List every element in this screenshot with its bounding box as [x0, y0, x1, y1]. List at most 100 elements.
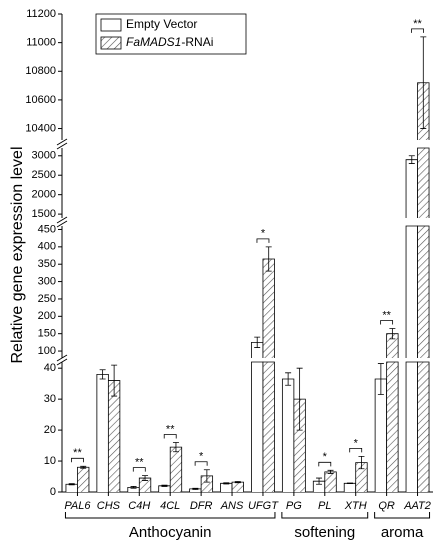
y-tick-label: 20	[44, 424, 56, 436]
group-label: Anthocyanin	[129, 524, 212, 541]
error-bar	[99, 369, 106, 380]
error-bar	[161, 484, 168, 487]
x-tick-label: DFR	[190, 500, 213, 512]
error-bar	[327, 469, 334, 474]
significance-label: *	[199, 451, 204, 463]
error-bar	[142, 475, 149, 481]
significance-bracket	[194, 461, 208, 466]
significance-label: *	[323, 451, 328, 463]
error-bar	[389, 328, 396, 340]
y-tick-label: 300	[38, 275, 56, 287]
y-tick-label: 40	[44, 362, 56, 374]
x-tick-label: PAL6	[64, 500, 91, 512]
x-tick-label: 4CL	[160, 500, 180, 512]
y-tick-label: 11000	[26, 37, 56, 49]
y-axis-title: Relative gene expression level	[9, 146, 26, 363]
significance-bracket	[380, 320, 394, 325]
bar	[386, 333, 399, 492]
significance-bracket	[349, 448, 363, 453]
bar	[405, 159, 418, 492]
error-bar	[223, 482, 230, 485]
y-tick-label: 0	[50, 486, 56, 498]
bar	[251, 341, 264, 492]
x-tick-label: XTH	[344, 500, 367, 512]
y-tick-label: 350	[38, 258, 56, 270]
significance-label: **	[166, 423, 175, 435]
bar	[65, 483, 78, 492]
x-tick-label: AAT2	[403, 500, 431, 512]
bar	[262, 258, 275, 492]
axis-break	[56, 354, 68, 362]
error-bar	[358, 456, 365, 470]
y-tick-label: 250	[38, 293, 56, 305]
bar	[343, 482, 357, 492]
bar	[417, 82, 430, 492]
bar	[374, 378, 388, 492]
error-bar	[234, 481, 241, 484]
significance-label: **	[413, 18, 422, 30]
x-tick-label: PL	[318, 500, 331, 512]
bar	[77, 466, 90, 492]
bar	[169, 446, 183, 492]
bar	[107, 380, 121, 492]
y-tick-label: 2000	[32, 189, 56, 201]
error-bar	[192, 487, 199, 490]
significance-label: **	[382, 309, 391, 321]
x-tick-label: PG	[286, 500, 302, 512]
y-tick-label: 11200	[26, 8, 56, 20]
y-tick-label: 3000	[32, 150, 56, 162]
y-tick-label: 10400	[25, 122, 56, 134]
error-bar	[130, 486, 137, 489]
y-tick-label: 400	[38, 241, 56, 253]
significance-bracket	[318, 461, 332, 467]
y-tick-label: 10600	[25, 94, 56, 106]
error-bar	[296, 367, 303, 431]
significance-label: **	[135, 457, 144, 469]
bar	[281, 378, 295, 492]
group-label: softening	[294, 524, 355, 541]
x-tick-label: UFGT	[248, 500, 279, 512]
axis-break	[56, 142, 68, 150]
error-bar	[377, 363, 384, 395]
error-bar	[265, 246, 272, 272]
y-tick-label: 1500	[32, 208, 56, 220]
group-bracket	[374, 512, 431, 519]
legend-swatch	[100, 36, 122, 50]
error-bar	[408, 155, 415, 164]
x-tick-label: QR	[378, 500, 395, 512]
axis-break	[56, 220, 68, 228]
x-tick-label: CHS	[97, 500, 121, 512]
y-tick-label: 10	[44, 455, 56, 467]
bar	[231, 481, 244, 492]
error-bar	[172, 442, 179, 453]
legend-swatch	[100, 18, 122, 32]
significance-bracket	[163, 434, 177, 439]
significance-bracket	[411, 28, 424, 33]
error-bar	[316, 477, 323, 485]
significance-bracket	[256, 238, 270, 243]
significance-bracket	[71, 457, 84, 463]
x-tick-label: ANS	[220, 500, 244, 512]
legend-label: Empty Vector	[126, 17, 197, 31]
error-bar	[285, 372, 292, 386]
significance-label: **	[73, 447, 82, 459]
x-tick-label: C4H	[128, 500, 150, 512]
error-bar	[111, 364, 118, 397]
error-bar	[420, 36, 427, 129]
y-tick-label: 200	[38, 310, 56, 322]
legend-label: FaMADS1-RNAi	[126, 35, 213, 49]
axis-break	[56, 358, 68, 366]
group-bracket	[64, 512, 276, 519]
error-bar	[346, 482, 353, 485]
bar	[96, 373, 109, 492]
y-tick-label: 10800	[25, 65, 56, 77]
significance-label: *	[354, 437, 359, 449]
y-tick-label: 450	[38, 223, 56, 235]
bar	[220, 482, 233, 492]
y-tick-label: 100	[38, 345, 56, 357]
error-bar	[254, 336, 261, 348]
group-bracket	[281, 512, 369, 519]
y-tick-label: 2500	[32, 169, 56, 181]
error-bar	[203, 469, 210, 483]
